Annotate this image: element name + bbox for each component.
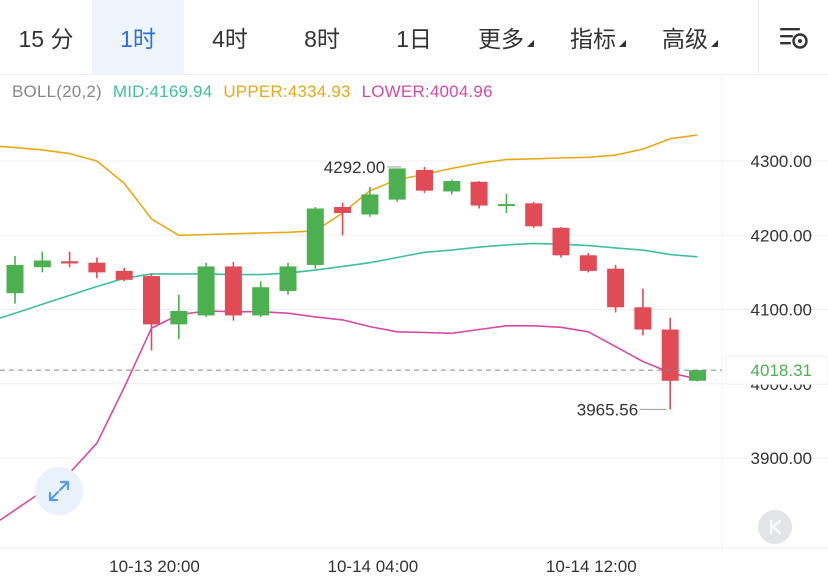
boll-upper-line bbox=[0, 134, 698, 237]
chart-settings-icon bbox=[780, 28, 808, 49]
tab-label: 更多 bbox=[478, 26, 524, 52]
candle-up bbox=[33, 260, 51, 268]
boll-upper-label: UPPER: bbox=[223, 82, 288, 101]
tab-advanced[interactable]: 高级 bbox=[644, 0, 736, 74]
tab-8h[interactable]: 8时 bbox=[276, 0, 368, 74]
tab-label: 指标 bbox=[570, 26, 616, 52]
tab-label: 8时 bbox=[304, 26, 340, 52]
tab-1d[interactable]: 1日 bbox=[368, 0, 460, 74]
tab-label: 4时 bbox=[212, 26, 248, 52]
candle-down bbox=[224, 266, 242, 316]
tab-label: 15 分 bbox=[18, 26, 74, 52]
candle-up bbox=[306, 208, 324, 265]
candle-up bbox=[6, 264, 24, 294]
y-tick-label: 4200.00 bbox=[751, 226, 812, 245]
candle-down bbox=[525, 203, 543, 227]
candle-up bbox=[197, 266, 215, 316]
tab-1h[interactable]: 1时 bbox=[92, 0, 184, 74]
candle-down bbox=[115, 270, 133, 280]
x-tick-label: 10-14 04:00 bbox=[328, 557, 419, 576]
tab-more[interactable]: 更多 bbox=[460, 0, 552, 74]
candle-down bbox=[470, 181, 488, 206]
candle-down bbox=[61, 261, 79, 264]
tab-indicators[interactable]: 指标 bbox=[552, 0, 644, 74]
boll-mid-line bbox=[0, 242, 698, 319]
candle-down bbox=[579, 255, 597, 271]
candle-down bbox=[416, 169, 433, 191]
candle-up bbox=[279, 266, 297, 291]
k-collapse-icon bbox=[769, 519, 782, 535]
expand-chart-button[interactable] bbox=[35, 467, 83, 515]
chart-settings-button[interactable] bbox=[758, 0, 828, 74]
candle-up bbox=[689, 370, 706, 381]
y-tick-label: 3900.00 bbox=[751, 449, 812, 468]
candle-down bbox=[607, 268, 625, 308]
tab-15min[interactable]: 15 分 bbox=[0, 0, 92, 74]
dropdown-caret-icon bbox=[711, 39, 718, 47]
candle-up bbox=[361, 194, 379, 215]
current-price-label: 4018.31 bbox=[751, 361, 812, 380]
candle-up bbox=[170, 310, 188, 325]
dropdown-caret-icon bbox=[619, 39, 626, 47]
candle-up bbox=[388, 168, 406, 200]
tab-label: 高级 bbox=[662, 26, 708, 52]
low-price-annotation: 3965.56 bbox=[577, 400, 638, 419]
boll-lower-line bbox=[0, 310, 698, 521]
candle-up bbox=[252, 287, 270, 316]
boll-mid-value: 4169.94 bbox=[149, 82, 213, 101]
dropdown-caret-icon bbox=[527, 39, 534, 47]
boll-lower-label: LOWER: bbox=[361, 82, 430, 101]
candle-down bbox=[334, 207, 352, 213]
kline-toggle-button[interactable] bbox=[758, 510, 792, 544]
candle-down bbox=[552, 227, 570, 256]
boll-upper-value: 4334.93 bbox=[287, 82, 351, 101]
candle-up bbox=[497, 204, 515, 207]
expand-icon bbox=[48, 480, 70, 502]
tab-4h[interactable]: 4时 bbox=[184, 0, 276, 74]
boll-legend: BOLL(20,2) MID:4169.94 UPPER:4334.93 LOW… bbox=[12, 82, 493, 102]
tab-label: 1日 bbox=[396, 26, 432, 52]
boll-name: BOLL(20,2) bbox=[12, 82, 102, 101]
timeframe-tabbar: 15 分 1时 4时 8时 1日 更多 指标 高级 bbox=[0, 0, 828, 75]
candle-up bbox=[443, 181, 461, 192]
boll-mid-label: MID: bbox=[112, 82, 150, 101]
y-tick-label: 4100.00 bbox=[751, 301, 812, 320]
high-price-annotation: 4292.00 bbox=[324, 158, 385, 177]
candle-down bbox=[88, 262, 106, 273]
x-tick-label: 10-13 20:00 bbox=[109, 557, 200, 576]
candle-down bbox=[634, 307, 652, 330]
current-price-box bbox=[725, 355, 828, 385]
x-tick-label: 10-14 12:00 bbox=[546, 557, 637, 576]
candle-down bbox=[143, 276, 160, 325]
boll-lower-value: 4004.96 bbox=[429, 82, 493, 101]
y-tick-label: 4300.00 bbox=[751, 152, 812, 171]
tab-label: 1时 bbox=[120, 26, 156, 52]
candle-down bbox=[661, 329, 679, 381]
